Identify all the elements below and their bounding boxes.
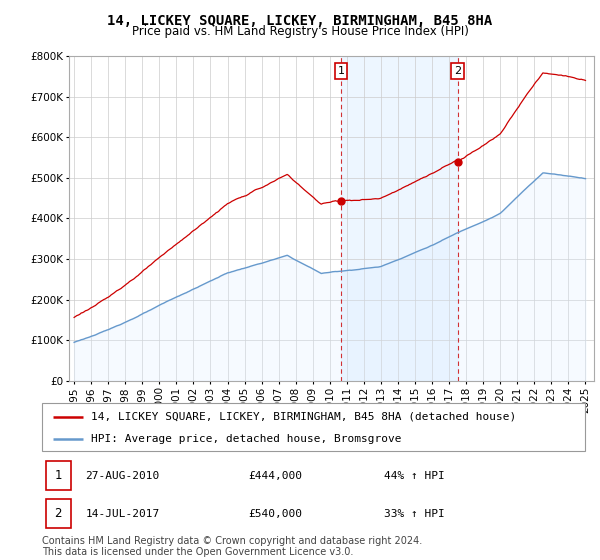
Text: 1: 1 xyxy=(55,469,62,482)
Text: 2: 2 xyxy=(55,507,62,520)
Bar xyxy=(46,500,71,528)
Text: 27-AUG-2010: 27-AUG-2010 xyxy=(85,471,160,481)
Text: £444,000: £444,000 xyxy=(248,471,302,481)
Bar xyxy=(46,461,71,490)
Text: 44% ↑ HPI: 44% ↑ HPI xyxy=(384,471,445,481)
Text: 14-JUL-2017: 14-JUL-2017 xyxy=(85,508,160,519)
Text: 14, LICKEY SQUARE, LICKEY, BIRMINGHAM, B45 8HA (detached house): 14, LICKEY SQUARE, LICKEY, BIRMINGHAM, B… xyxy=(91,412,516,422)
Text: 1: 1 xyxy=(338,66,344,76)
Text: 2: 2 xyxy=(454,66,461,76)
Text: £540,000: £540,000 xyxy=(248,508,302,519)
Text: 14, LICKEY SQUARE, LICKEY, BIRMINGHAM, B45 8HA: 14, LICKEY SQUARE, LICKEY, BIRMINGHAM, B… xyxy=(107,14,493,28)
Text: HPI: Average price, detached house, Bromsgrove: HPI: Average price, detached house, Brom… xyxy=(91,434,401,444)
Text: Contains HM Land Registry data © Crown copyright and database right 2024.
This d: Contains HM Land Registry data © Crown c… xyxy=(42,535,422,557)
Text: Price paid vs. HM Land Registry's House Price Index (HPI): Price paid vs. HM Land Registry's House … xyxy=(131,25,469,38)
Text: 33% ↑ HPI: 33% ↑ HPI xyxy=(384,508,445,519)
